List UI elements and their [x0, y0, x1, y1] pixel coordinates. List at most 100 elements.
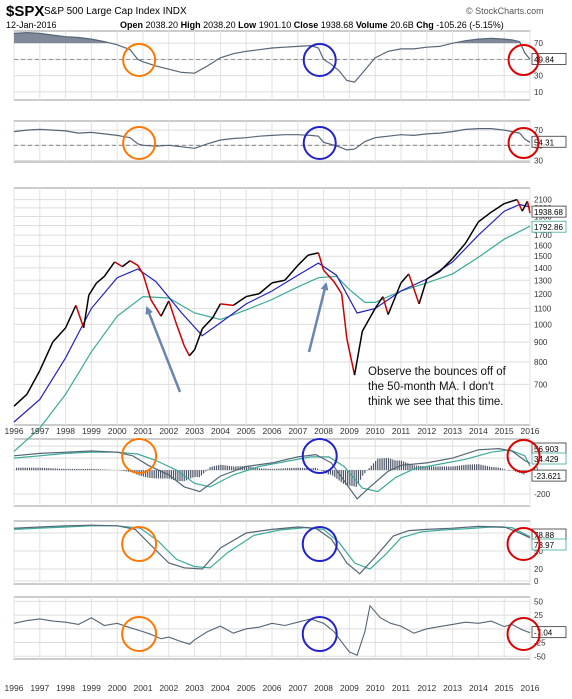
price-segment: [353, 331, 364, 376]
y-tick-label: -200: [534, 490, 551, 499]
price-segment: [307, 252, 319, 256]
price-segment: [246, 293, 260, 298]
price-segment: [150, 299, 162, 317]
red-circle: [507, 44, 540, 76]
x-tick-label: 2008: [314, 426, 333, 436]
orange-circle: [121, 526, 158, 562]
highlight-circles: [121, 43, 541, 652]
indicator-3-value-2-box: [531, 452, 567, 465]
blue-circle: [302, 126, 337, 160]
blue-circle: [301, 616, 338, 652]
red-circle: [506, 527, 541, 561]
indicator-2-last-value: 54.31: [534, 138, 555, 147]
x-tick-label: 1999: [82, 683, 101, 693]
indicator-5-last-value-box: [531, 626, 567, 639]
y-tick-label: 30: [534, 156, 543, 165]
y-tick-label: 1000: [534, 320, 552, 329]
indicator-1-line: [13, 31, 531, 83]
gridlines: [13, 31, 531, 659]
price-last-value-box: [531, 205, 567, 218]
y-tick-label: 10: [534, 88, 543, 97]
price-segment: [418, 278, 428, 305]
slow-ma-last-value: 1792.86: [534, 223, 563, 232]
x-tick-label: 2014: [469, 683, 488, 693]
watermark: © StockCharts.com: [466, 6, 544, 16]
indicator-3-line: [13, 447, 531, 500]
price-segment: [75, 305, 85, 329]
y-tick-label: 2100: [534, 196, 552, 205]
price-segment: [439, 257, 454, 272]
orange-circle: [121, 616, 158, 652]
x-tick-label: 2006: [263, 426, 282, 436]
price-segment: [129, 260, 139, 267]
price-segment: [284, 264, 299, 281]
x-tick-label: 2011: [392, 426, 411, 436]
price-last-value: 1938.68: [534, 208, 563, 217]
x-tick-label: 2004: [211, 426, 230, 436]
price-segment: [361, 308, 376, 332]
price-segment: [137, 265, 144, 275]
x-tick-label: 2005: [237, 683, 256, 693]
price-segment: [323, 269, 335, 283]
price-segment: [26, 370, 41, 395]
x-tick-label: 2000: [108, 683, 127, 693]
x-tick-label: 2015: [495, 426, 514, 436]
fast-ma-line: [13, 203, 531, 423]
blue-circle: [302, 43, 337, 77]
overbought-fill: [14, 32, 521, 44]
price-segment: [333, 281, 343, 295]
price-segment: [88, 282, 98, 296]
price-segment: [160, 300, 170, 317]
price-segment: [52, 327, 67, 343]
x-tick-label: 1996: [5, 426, 24, 436]
y-tick-label: 25: [534, 611, 543, 620]
x-tick-label: 2011: [392, 683, 411, 693]
x-tick-label: 2010: [366, 683, 385, 693]
indicator-2-last-value-box: [531, 135, 567, 148]
y-tick-label: 800: [534, 358, 548, 367]
price-segment: [13, 393, 28, 407]
x-tick-label: 1997: [30, 683, 49, 693]
annotation-arrows: [145, 282, 329, 393]
price-segment: [452, 242, 467, 259]
x-tick-label: 2009: [340, 683, 359, 693]
indicator-3-value-3: -23.621: [534, 472, 562, 481]
x-tick-label: 2014: [469, 426, 488, 436]
red-circle: [507, 127, 540, 159]
indicator-1-last-value: 49.84: [534, 55, 555, 64]
indicator-3-value-2: 34.429: [534, 455, 559, 464]
x-tick-label: 2006: [263, 683, 282, 693]
red-circle: [506, 617, 541, 651]
price-segment: [426, 270, 441, 280]
price-segment: [408, 273, 420, 305]
x-tick-label: 2012: [417, 683, 436, 693]
orange-circle: [122, 43, 157, 77]
price-segment: [201, 317, 214, 330]
indicator-4-value-1: 78.88: [534, 531, 555, 540]
orange-circle: [122, 126, 157, 160]
price-segment: [521, 200, 529, 212]
y-tick-label: 1400: [534, 264, 552, 273]
price-segment: [183, 345, 191, 357]
slow-ma-last-value-box: [531, 220, 567, 233]
price-segment: [39, 341, 54, 371]
arrow-to-2001-bounce: [145, 306, 182, 393]
indicator-1-last-value-box: [531, 53, 567, 65]
indicator-4-line: [13, 524, 531, 575]
x-tick-label: 1996: [5, 683, 24, 693]
x-tick-label: 1998: [56, 683, 75, 693]
y-tick-label: 1600: [534, 241, 552, 250]
y-tick-label: 700: [534, 380, 548, 389]
price-segment: [477, 211, 492, 223]
x-tick-label: 2004: [211, 683, 230, 693]
price-segment: [258, 282, 273, 295]
x-tick-label: 2000: [108, 426, 127, 436]
y-tick-label: 900: [534, 338, 548, 347]
y-tick-label: 1100: [534, 304, 552, 313]
annotation-note: Observe the bounces off of the 50-month …: [368, 366, 506, 408]
blue-circle: [301, 438, 338, 474]
x-tick-label: 2005: [237, 426, 256, 436]
blue-circle: [301, 526, 338, 562]
price-segment: [96, 275, 105, 284]
